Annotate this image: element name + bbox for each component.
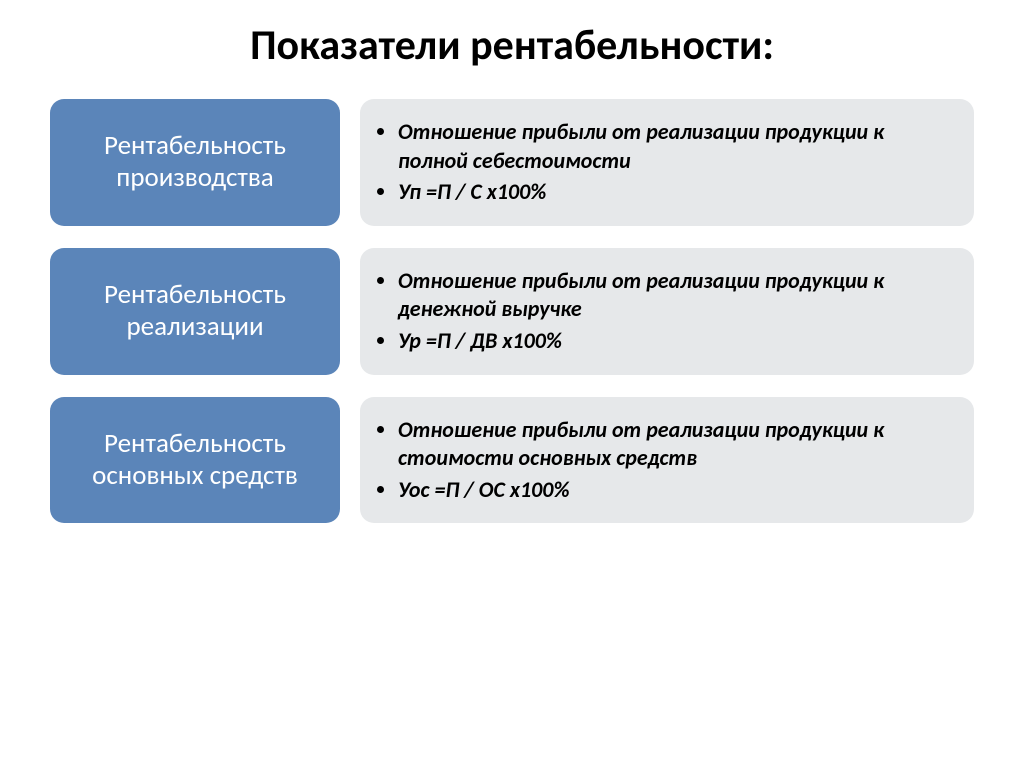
bullet-item: Отношение прибыли от реализации продукци… [398, 118, 952, 175]
indicator-description: Отношение прибыли от реализации продукци… [360, 248, 974, 375]
indicator-label: Рентабельность производства [50, 99, 340, 226]
page-title: Показатели рентабельности: [50, 20, 974, 71]
indicator-row: Рентабельность основных средств Отношени… [50, 397, 974, 524]
bullet-item: Ур =П / ДВ х100% [398, 327, 952, 356]
indicator-label: Рентабельность основных средств [50, 397, 340, 524]
indicator-description: Отношение прибыли от реализации продукци… [360, 397, 974, 524]
rows-container: Рентабельность производства Отношение пр… [50, 99, 974, 523]
slide: Показатели рентабельности: Рентабельност… [0, 0, 1024, 767]
indicator-row: Рентабельность производства Отношение пр… [50, 99, 974, 226]
bullet-item: Уос =П / ОС х100% [398, 476, 952, 505]
indicator-description: Отношение прибыли от реализации продукци… [360, 99, 974, 226]
indicator-label: Рентабельность реализации [50, 248, 340, 375]
bullet-list: Отношение прибыли от реализации продукци… [370, 115, 952, 210]
bullet-list: Отношение прибыли от реализации продукци… [370, 264, 952, 359]
bullet-item: Отношение прибыли от реализации продукци… [398, 416, 952, 473]
bullet-item: Отношение прибыли от реализации продукци… [398, 267, 952, 324]
bullet-item: Уп =П / С х100% [398, 178, 952, 207]
bullet-list: Отношение прибыли от реализации продукци… [370, 413, 952, 508]
indicator-row: Рентабельность реализации Отношение приб… [50, 248, 974, 375]
